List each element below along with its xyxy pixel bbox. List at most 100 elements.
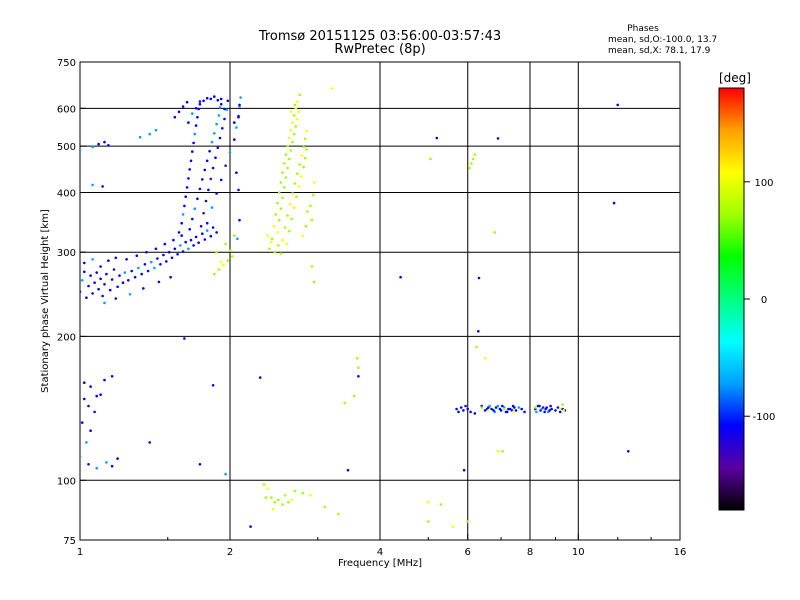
data-point-o: [202, 211, 205, 215]
data-point-o: [523, 410, 526, 414]
data-point-x: [294, 125, 298, 128]
data-point-o: [110, 464, 114, 468]
data-point-x: [439, 503, 443, 506]
data-point-o: [477, 276, 481, 280]
data-point-o: [105, 272, 108, 276]
data-point-x: [283, 494, 287, 497]
data-point-o: [199, 224, 203, 228]
data-point-o: [184, 195, 187, 198]
y-tick-label: 100: [57, 476, 76, 487]
data-point-o: [399, 275, 402, 279]
data-point-o: [146, 269, 150, 273]
data-point-o: [205, 229, 209, 232]
data-point-o: [357, 375, 360, 378]
data-point-o: [221, 127, 224, 130]
data-point-o: [108, 288, 112, 292]
data-point-o: [191, 217, 194, 221]
x-tick-label: 16: [674, 547, 687, 558]
data-point-o: [165, 260, 168, 263]
data-point-o: [83, 270, 86, 274]
data-point-o: [188, 228, 191, 231]
data-point-x: [296, 100, 299, 103]
data-point-o: [101, 185, 104, 188]
data-point-o: [123, 271, 127, 274]
data-point-o: [83, 381, 86, 385]
data-point-o: [508, 407, 512, 411]
data-point-o: [209, 97, 213, 101]
data-point-x: [427, 500, 430, 504]
x-tick-label: 2: [227, 547, 233, 558]
data-point-o: [457, 410, 460, 414]
data-point-o: [80, 149, 82, 152]
data-point-x: [233, 234, 236, 237]
data-point-o: [236, 237, 239, 241]
data-point-x: [277, 218, 281, 222]
data-point-o: [107, 259, 110, 263]
data-point-o: [464, 404, 467, 408]
data-point-o: [89, 429, 92, 433]
data-point-x: [493, 231, 497, 234]
data-point-x: [281, 503, 284, 506]
colorbar-ticks: 100 0 -100: [744, 178, 775, 423]
data-point-o: [217, 114, 221, 117]
data-point-x: [286, 166, 289, 170]
data-point-o: [196, 115, 199, 119]
data-point-x: [470, 162, 473, 165]
data-point-o: [91, 145, 94, 149]
data-point-x: [297, 185, 301, 188]
data-point-o: [488, 404, 492, 408]
data-point-x: [305, 148, 308, 151]
data-point-x: [290, 217, 294, 221]
data-point-o: [97, 142, 100, 146]
data-point-o: [194, 107, 198, 110]
data-point-o: [143, 263, 147, 266]
data-point-o: [216, 98, 220, 102]
data-point-x: [281, 196, 284, 200]
data-point-o: [154, 128, 158, 132]
y-tick-label: 600: [57, 104, 76, 115]
data-point-o: [545, 406, 548, 409]
data-point-x: [293, 489, 297, 493]
data-point-o: [114, 256, 118, 260]
data-point-x: [285, 242, 289, 246]
data-point-o: [99, 277, 102, 281]
data-point-x: [292, 206, 296, 209]
data-point-o: [176, 253, 179, 256]
data-point-o: [188, 168, 191, 171]
data-point-o: [91, 258, 94, 261]
data-point-x: [301, 234, 305, 237]
data-point-x: [289, 149, 293, 152]
data-point-x: [487, 409, 490, 412]
data-point-x: [303, 137, 307, 141]
data-point-o: [103, 140, 106, 144]
data-point-x: [293, 182, 297, 185]
data-point-x: [279, 181, 283, 184]
data-point-o: [133, 275, 137, 279]
data-point-o: [180, 221, 183, 225]
data-point-o: [549, 404, 552, 408]
data-point-x: [429, 157, 432, 161]
data-point-o: [130, 269, 133, 273]
data-point-x: [226, 259, 230, 263]
data-point-o: [233, 121, 236, 124]
data-point-o: [181, 213, 185, 216]
data-point-o: [198, 187, 202, 191]
data-point-o: [462, 409, 465, 412]
data-point-o: [135, 254, 139, 257]
data-point-o: [191, 150, 194, 153]
data-point-x: [483, 357, 487, 360]
x-axis-label: Frequency [MHz]: [338, 558, 422, 569]
data-point-x: [312, 280, 316, 284]
data-point-o: [189, 159, 193, 163]
data-point-o: [185, 100, 189, 104]
data-point-o: [177, 231, 181, 234]
axis-ticks: 1 2 4 6 8 10 16 75 100 200 300 400 500 600 750: [57, 58, 686, 558]
data-point-o: [205, 96, 209, 100]
data-point-o: [211, 384, 215, 387]
data-point-x: [292, 114, 296, 117]
data-point-o: [181, 250, 185, 253]
data-point-o: [223, 117, 226, 121]
data-point-o: [208, 149, 211, 153]
data-point-x: [312, 193, 315, 197]
data-point-x: [501, 450, 504, 453]
